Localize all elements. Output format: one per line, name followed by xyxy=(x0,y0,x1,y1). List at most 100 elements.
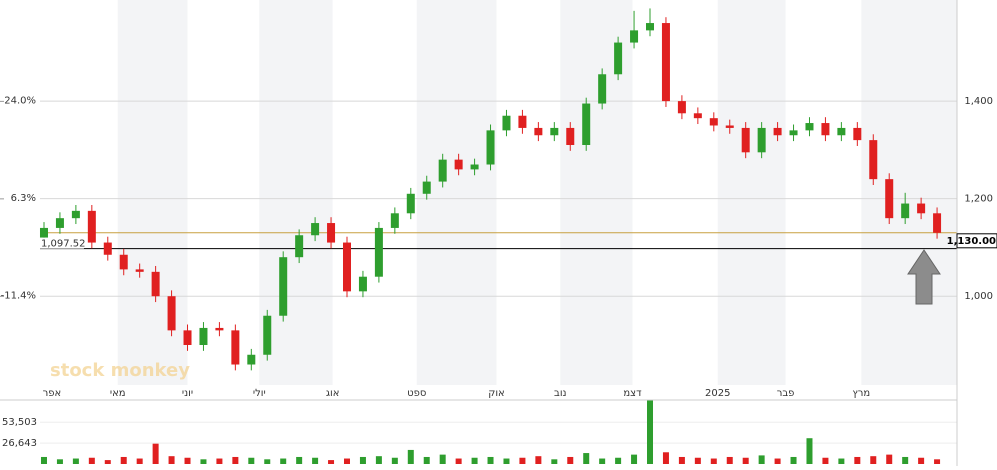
volume-bar xyxy=(774,458,781,464)
watermark: stock monkey xyxy=(50,360,190,381)
volume-bar xyxy=(487,456,494,464)
volume-bar xyxy=(455,458,462,464)
volume-bar xyxy=(519,457,526,464)
volume-tick-label: 53,503 xyxy=(2,417,37,428)
candle-body xyxy=(470,164,479,170)
volume-bar xyxy=(359,456,366,464)
volume-bar xyxy=(615,457,622,464)
candle-body xyxy=(757,127,766,153)
x-tick-label: פבר xyxy=(777,388,795,399)
y2-tick-label: 24.0% xyxy=(4,95,36,106)
candle-body xyxy=(805,123,814,131)
volume-bar xyxy=(200,459,207,464)
y2-tick-label: 6.3% xyxy=(11,193,36,204)
volume-bar xyxy=(88,457,95,464)
candle-body xyxy=(327,223,336,243)
candle-body xyxy=(135,269,144,272)
volume-bar xyxy=(375,456,382,464)
volume-bar xyxy=(40,456,47,464)
volume-bar xyxy=(934,459,941,464)
volume-bar xyxy=(662,452,669,464)
last-price-box xyxy=(956,233,997,249)
month-band xyxy=(717,0,786,385)
volume-bar xyxy=(583,453,590,464)
candle-body xyxy=(789,130,798,136)
volume-bar xyxy=(726,456,733,464)
candle-body xyxy=(342,242,351,292)
x-tick-label: ספט xyxy=(407,388,426,399)
volume-bar xyxy=(902,456,909,464)
month-band xyxy=(117,0,188,385)
volume-bar xyxy=(870,456,877,464)
volume-bar xyxy=(343,458,350,464)
y-tick-label: 1,200 xyxy=(964,194,993,205)
candle-body xyxy=(566,127,575,145)
candle-body xyxy=(215,327,224,331)
volume-bar xyxy=(120,456,127,464)
x-tick-label: יוני xyxy=(182,388,193,399)
volume-tick-label: 26,643 xyxy=(2,438,37,449)
volume-bar xyxy=(551,459,558,464)
candle-body xyxy=(279,257,288,316)
candle-body xyxy=(486,130,495,165)
candle-body xyxy=(71,210,80,219)
x-tick-label: אוג xyxy=(326,388,340,399)
volume-bar xyxy=(407,449,414,464)
volume-bar xyxy=(838,458,845,464)
volume-bar xyxy=(758,455,765,464)
volume-bar xyxy=(886,454,893,464)
x-tick-label: דצמ xyxy=(623,388,642,399)
candle-body xyxy=(374,227,383,277)
candle-body xyxy=(693,113,702,119)
volume-bar xyxy=(647,399,654,464)
candle-body xyxy=(295,235,304,258)
candle-body xyxy=(247,354,256,365)
reference-label: 1,097.52 xyxy=(41,239,86,250)
x-tick-label: אוק xyxy=(488,388,505,399)
volume-bar xyxy=(567,456,574,464)
candle-body xyxy=(821,123,830,136)
volume-bar xyxy=(280,458,287,464)
candle-body xyxy=(422,181,431,194)
volume-bar xyxy=(232,456,239,464)
candle-body xyxy=(358,276,367,292)
volume-bar xyxy=(216,458,223,464)
candle-body xyxy=(550,127,559,136)
candle-body xyxy=(263,315,272,355)
volume-bar xyxy=(439,454,446,464)
candle-body xyxy=(917,203,926,214)
volume-bar xyxy=(152,443,159,464)
candle-body xyxy=(55,218,64,228)
volume-bar xyxy=(678,456,685,464)
candle-body xyxy=(598,74,607,104)
candle-body xyxy=(231,330,240,365)
volume-bar xyxy=(790,456,797,464)
candle-body xyxy=(709,118,718,126)
candle-body xyxy=(661,23,670,102)
candle-body xyxy=(39,227,48,238)
volume-bar xyxy=(248,457,255,464)
candle-body xyxy=(582,103,591,145)
y2-tick-label: -11.4% xyxy=(1,290,36,301)
candle-body xyxy=(151,271,160,297)
candle-body xyxy=(853,127,862,141)
x-tick-label: יולי xyxy=(253,388,266,399)
volume-bar xyxy=(918,457,925,464)
candle-body xyxy=(518,115,527,128)
candle-body xyxy=(933,213,942,233)
arrow-icon xyxy=(907,249,941,305)
volume-bar xyxy=(631,454,638,464)
volume-bar xyxy=(742,457,749,464)
candle-body xyxy=(885,179,894,219)
x-tick-label: מרץ xyxy=(852,388,870,399)
candle-body xyxy=(390,213,399,228)
candle-body xyxy=(311,223,320,236)
x-tick-label: 2025 xyxy=(705,388,730,399)
volume-bar xyxy=(535,456,542,464)
candle-body xyxy=(741,127,750,153)
candle-body xyxy=(438,159,447,182)
volume-bar xyxy=(822,457,829,464)
x-tick-label: מאי xyxy=(110,388,126,399)
last-price-label: 1,130.00 xyxy=(947,236,996,247)
